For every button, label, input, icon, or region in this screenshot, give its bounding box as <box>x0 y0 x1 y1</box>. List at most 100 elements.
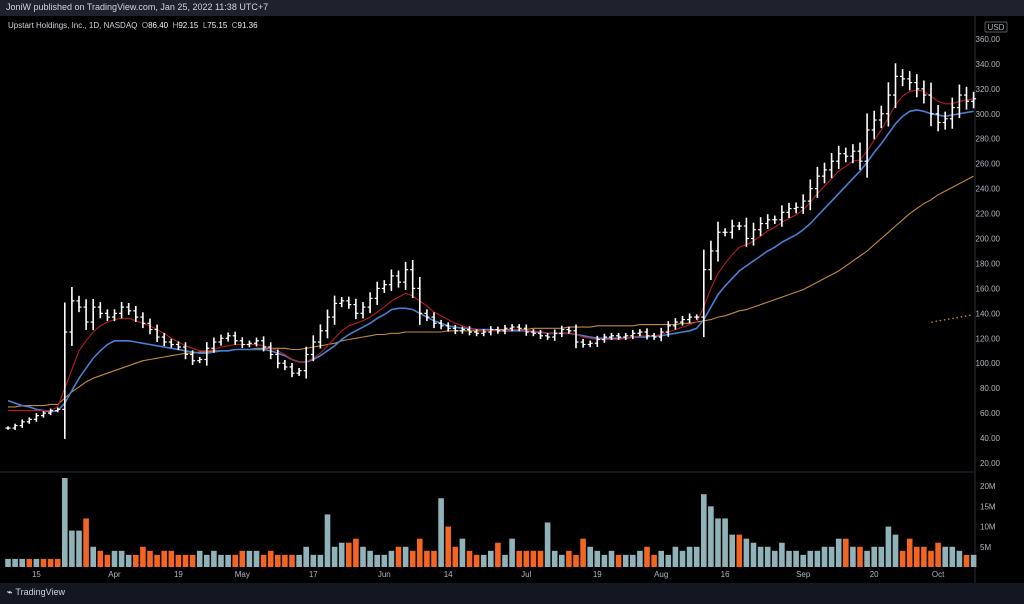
volume-bar <box>239 550 246 567</box>
chart-background <box>0 16 1024 583</box>
volume-bar <box>544 522 551 567</box>
volume-bar <box>175 554 182 567</box>
forecast-dot <box>960 316 963 318</box>
volume-bar <box>267 550 274 567</box>
close-value: 91.36 <box>237 21 258 30</box>
volume-bar <box>225 554 231 567</box>
volume-bar <box>715 518 721 567</box>
open-value: 86.40 <box>148 21 169 30</box>
volume-bar <box>459 538 466 567</box>
volume-bar <box>168 550 175 567</box>
price-tick-label: 280.00 <box>976 135 1001 144</box>
volume-bar <box>502 554 508 567</box>
volume-bar <box>857 546 863 567</box>
forecast-dot <box>943 319 946 321</box>
volume-bar <box>218 554 224 567</box>
volume-bar <box>33 558 40 567</box>
volume-bar <box>601 554 608 567</box>
volume-bar <box>736 534 743 567</box>
time-tick-label: May <box>235 570 250 579</box>
volume-bar <box>47 558 54 567</box>
forecast-dot <box>931 321 933 323</box>
volume-bar <box>5 558 11 567</box>
forecast-dot <box>935 320 937 323</box>
volume-bar <box>452 546 459 567</box>
volume-bar <box>360 546 366 567</box>
volume-bar <box>949 546 956 567</box>
volume-bar <box>743 538 750 567</box>
volume-bar <box>388 550 395 567</box>
chart-legend: Upstart Holdings, Inc., 1D, NASDAQ O86.4… <box>8 21 258 30</box>
volume-bar <box>615 554 622 567</box>
publish-bar: JoniW published on TradingView.com, Jan … <box>0 0 1024 16</box>
price-tick-label: 80.00 <box>980 384 1001 393</box>
volume-bar <box>40 558 47 567</box>
volume-bar <box>679 550 686 567</box>
volume-bar <box>125 554 132 567</box>
volume-bar <box>409 550 416 567</box>
open-label: O <box>141 21 149 30</box>
volume-bar <box>26 558 33 567</box>
published-text: JoniW published on TradingView.com, Jan … <box>6 2 269 12</box>
tradingview-logo[interactable]: ⌁ TradingView <box>7 587 65 598</box>
time-tick-label: Oct <box>932 570 945 579</box>
volume-bar <box>537 550 544 567</box>
volume-bar <box>686 546 693 567</box>
volume-bar <box>885 526 892 567</box>
volume-bar <box>466 550 473 567</box>
volume-bar <box>104 554 111 567</box>
volume-bar <box>729 534 735 567</box>
volume-bar <box>488 550 494 567</box>
volume-bar <box>750 542 757 567</box>
time-tick-label: 14 <box>444 570 453 579</box>
price-tick-label: 200.00 <box>976 235 1001 244</box>
volume-bar <box>54 558 61 567</box>
volume-bar <box>445 526 451 567</box>
volume-bar <box>310 554 317 567</box>
volume-bar <box>196 550 203 567</box>
volume-bar <box>608 550 615 567</box>
volume-bar <box>807 550 814 567</box>
volume-bar <box>381 554 388 567</box>
price-axis[interactable]: 360.00 340.00 320.00 300.00 280.00 260.00 240.… <box>976 35 1001 468</box>
volume-bar <box>764 546 771 567</box>
price-tick-label: 320.00 <box>976 85 1001 94</box>
time-axis[interactable]: 15 Apr 19 May 17 Jun 14 Jul 19 Aug 16 Sep 20 Oct <box>32 570 945 579</box>
price-tick-label: 120.00 <box>976 334 1001 343</box>
symbol-label: Upstart Holdings, Inc., 1D, NASDAQ <box>8 21 138 30</box>
volume-bar <box>935 542 941 567</box>
volume-bar <box>338 542 345 567</box>
low-label: L <box>202 21 208 30</box>
volume-bar <box>289 554 295 567</box>
forecast-dot <box>969 314 971 317</box>
currency-badge: USD <box>988 23 1005 32</box>
volume-bar <box>282 554 288 567</box>
volume-bar <box>90 546 96 567</box>
forecast-dot <box>952 317 954 320</box>
volume-tick-label: 10M <box>980 523 996 532</box>
volume-bar <box>424 550 430 567</box>
volume-bar <box>814 550 821 567</box>
volume-bar <box>906 538 913 567</box>
close-label: C <box>231 21 238 30</box>
price-tick-label: 40.00 <box>980 434 1001 443</box>
time-tick-label: 17 <box>309 570 318 579</box>
volume-axis[interactable]: 20M 15M 10M 5M <box>980 482 996 552</box>
forecast-dot <box>956 316 958 319</box>
volume-bar <box>324 514 331 567</box>
volume-bar <box>353 538 359 567</box>
time-tick-label: Apr <box>108 570 121 579</box>
time-tick-label: 15 <box>32 570 41 579</box>
currency-badge-box[interactable] <box>984 21 1008 33</box>
volume-bar <box>892 534 899 567</box>
volume-bar <box>672 546 679 567</box>
price-tick-label: 160.00 <box>976 284 1001 293</box>
volume-bar <box>921 546 927 567</box>
volume-bar <box>651 554 657 567</box>
price-tick-label: 60.00 <box>980 409 1001 418</box>
volume-tick-label: 5M <box>980 543 991 552</box>
volume-bar <box>899 550 906 567</box>
volume-bar <box>722 518 728 567</box>
volume-bar <box>12 558 18 567</box>
